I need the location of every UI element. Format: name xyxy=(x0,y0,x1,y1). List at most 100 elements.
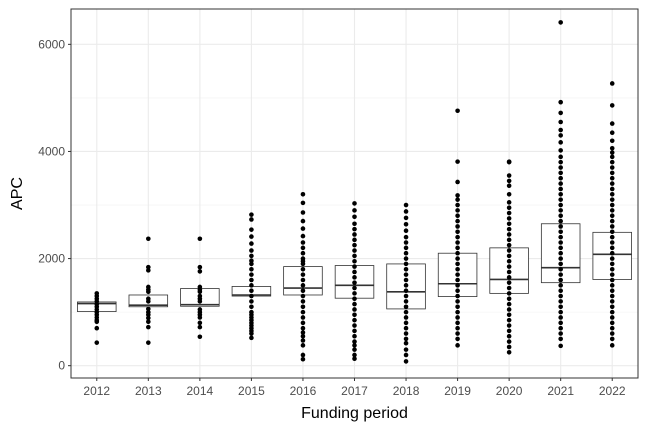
data-point xyxy=(609,145,615,151)
data-point xyxy=(352,356,357,362)
data-point xyxy=(609,154,615,160)
data-point xyxy=(249,258,254,264)
data-point xyxy=(300,343,306,348)
data-point xyxy=(300,356,306,362)
data-point xyxy=(94,325,100,331)
data-point xyxy=(403,320,409,326)
data-point xyxy=(455,309,460,315)
data-point xyxy=(249,277,254,283)
data-point xyxy=(146,312,151,318)
data-point xyxy=(197,320,203,326)
data-point xyxy=(455,159,460,164)
data-point xyxy=(609,240,615,245)
data-point xyxy=(249,227,254,232)
data-point xyxy=(558,272,563,277)
data-point xyxy=(506,159,512,165)
data-point xyxy=(558,240,563,245)
data-point xyxy=(146,264,151,270)
data-point xyxy=(455,218,460,224)
data-point xyxy=(558,299,563,304)
data-point xyxy=(558,304,563,310)
data-point xyxy=(558,119,563,125)
data-point xyxy=(403,240,409,245)
data-point xyxy=(352,248,357,253)
data-point xyxy=(506,328,512,334)
data-point xyxy=(249,331,254,336)
data-point xyxy=(300,288,306,294)
points-2017 xyxy=(352,201,357,362)
data-point xyxy=(249,217,254,222)
data-point xyxy=(455,288,460,294)
data-point xyxy=(403,272,409,277)
data-point xyxy=(403,336,409,342)
data-point xyxy=(352,343,357,348)
data-point xyxy=(300,233,306,239)
data-point xyxy=(403,283,409,288)
data-point xyxy=(403,304,409,310)
data-point xyxy=(455,331,460,336)
data-point xyxy=(249,212,254,217)
data-point xyxy=(403,245,409,251)
data-point xyxy=(506,296,512,302)
data-point xyxy=(609,304,615,310)
data-point xyxy=(506,242,512,248)
data-point xyxy=(249,248,254,253)
points-2014 xyxy=(197,236,203,340)
data-point xyxy=(455,266,460,272)
data-point xyxy=(403,299,409,304)
data-point xyxy=(300,226,306,231)
data-point xyxy=(506,232,512,237)
data-point xyxy=(609,283,615,288)
data-point xyxy=(455,277,460,283)
data-point xyxy=(352,301,357,307)
data-point xyxy=(609,181,615,186)
data-point xyxy=(403,331,409,336)
data-point xyxy=(352,242,357,248)
data-point xyxy=(352,291,357,296)
data-point xyxy=(352,208,357,213)
data-point xyxy=(609,250,615,256)
data-point xyxy=(300,309,306,315)
data-point xyxy=(352,253,357,259)
data-point xyxy=(558,320,563,326)
data-point xyxy=(455,325,460,331)
data-point xyxy=(197,236,203,242)
data-point xyxy=(609,130,615,136)
x-tick-label: 2021 xyxy=(547,384,574,398)
data-point xyxy=(352,285,357,291)
data-point xyxy=(609,293,615,299)
data-point xyxy=(558,229,563,235)
data-point xyxy=(197,334,203,340)
data-point xyxy=(558,325,563,331)
data-point xyxy=(558,159,563,165)
data-point xyxy=(403,315,409,320)
data-point xyxy=(403,352,409,358)
points-2018 xyxy=(403,202,409,364)
data-point xyxy=(197,289,203,295)
data-point xyxy=(352,296,357,302)
data-point xyxy=(403,309,409,315)
x-axis: 2012 2013 2014 2015 2016 2017 2018 2019 2020 2021… xyxy=(83,378,626,398)
data-point xyxy=(506,344,512,350)
data-point xyxy=(403,277,409,283)
box-iqr xyxy=(592,231,632,280)
data-point xyxy=(249,253,254,259)
data-point xyxy=(403,228,409,234)
data-point xyxy=(609,208,615,213)
data-point xyxy=(558,148,563,153)
data-point xyxy=(352,323,357,328)
data-point xyxy=(609,121,615,126)
data-point xyxy=(352,258,357,264)
data-point xyxy=(352,214,357,220)
data-point xyxy=(352,328,357,334)
y-tick-label: 0 xyxy=(58,359,65,373)
data-point xyxy=(506,205,512,210)
data-point xyxy=(146,340,151,345)
data-point xyxy=(455,197,460,202)
data-point xyxy=(506,285,512,291)
data-point xyxy=(403,202,409,208)
data-point xyxy=(352,312,357,318)
data-point xyxy=(609,315,615,320)
x-tick-label: 2020 xyxy=(496,384,523,398)
points-2015 xyxy=(249,212,254,341)
